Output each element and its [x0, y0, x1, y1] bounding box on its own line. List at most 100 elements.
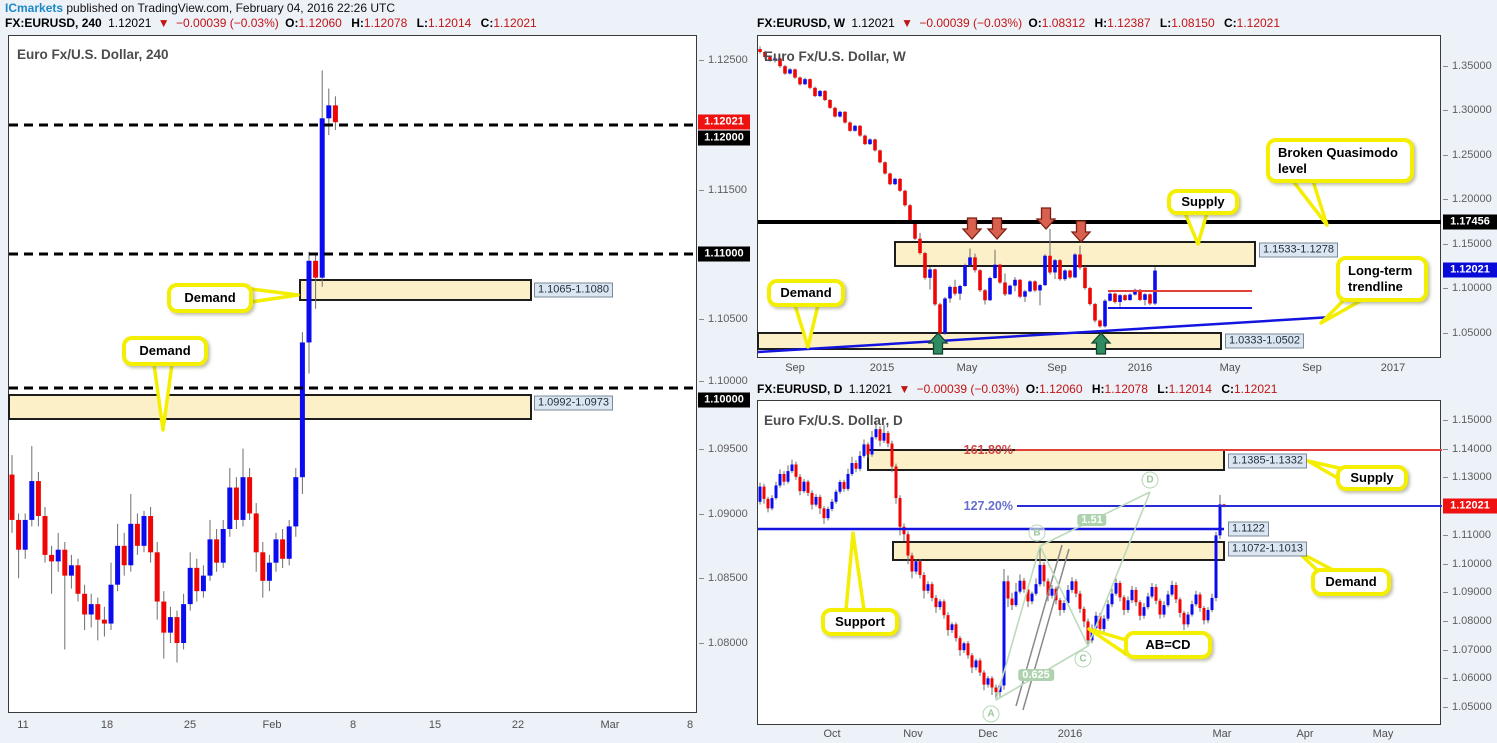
- candle: [906, 534, 910, 556]
- candle: [834, 491, 838, 502]
- chart-pane-w: [757, 35, 1441, 358]
- candle: [115, 545, 121, 585]
- candle: [918, 238, 922, 254]
- candle: [1110, 593, 1114, 605]
- candle: [994, 687, 998, 693]
- pattern-leg-CD: [1087, 491, 1151, 647]
- candle: [1190, 604, 1194, 615]
- callout-tail: [844, 531, 866, 612]
- candle: [1114, 583, 1118, 594]
- pattern-leg-BC: [1039, 545, 1089, 647]
- candle: [1182, 612, 1186, 625]
- candle: [1078, 254, 1082, 268]
- candle: [1218, 504, 1222, 536]
- candle: [858, 125, 862, 136]
- candle: [1038, 564, 1042, 585]
- candle: [826, 508, 830, 519]
- candle: [778, 473, 782, 486]
- candle: [950, 624, 954, 631]
- long-term-trendline: [757, 315, 1333, 354]
- candle: [1082, 608, 1086, 622]
- chart-d: [758, 421, 1442, 711]
- candle: [82, 593, 88, 615]
- candle: [978, 270, 982, 291]
- candle: [823, 90, 827, 100]
- candle: [798, 476, 802, 492]
- demand-arrow-icon: [1090, 332, 1112, 355]
- candle: [758, 486, 762, 502]
- candle: [868, 139, 872, 145]
- callout-tail: [1306, 459, 1343, 482]
- supply-arrow-icon: [1070, 220, 1092, 243]
- candle: [1018, 580, 1022, 592]
- candle: [763, 51, 767, 58]
- candle: [1154, 587, 1158, 601]
- candle: [1222, 504, 1226, 506]
- candle: [1003, 282, 1007, 295]
- candle: [240, 477, 246, 520]
- candle: [49, 554, 55, 562]
- demand-arrow-icon: [927, 332, 949, 355]
- candle: [898, 498, 902, 527]
- candle: [1106, 604, 1110, 619]
- candle: [930, 584, 934, 598]
- candle: [1153, 270, 1157, 304]
- candle: [926, 584, 930, 591]
- candle: [766, 498, 770, 509]
- candle: [902, 526, 906, 535]
- candle: [762, 486, 766, 499]
- candle: [942, 601, 946, 616]
- candle: [998, 264, 1002, 283]
- candle: [898, 178, 902, 191]
- candle: [1146, 596, 1150, 608]
- candle: [810, 492, 814, 505]
- chart-pane-h4: [8, 35, 697, 713]
- candle: [154, 552, 160, 602]
- candle: [62, 549, 68, 576]
- candle: [326, 105, 332, 119]
- candle: [878, 150, 882, 163]
- candle: [928, 269, 932, 278]
- candle: [68, 565, 74, 576]
- candle: [1178, 599, 1182, 613]
- candle: [22, 519, 28, 550]
- candle: [319, 118, 325, 278]
- candle: [938, 601, 942, 608]
- candle: [1148, 294, 1152, 304]
- candle: [260, 552, 266, 581]
- candle: [1050, 588, 1054, 596]
- candle: [933, 269, 937, 305]
- candle: [893, 178, 897, 185]
- candle: [794, 464, 798, 477]
- candle: [1162, 605, 1166, 615]
- candle: [828, 99, 832, 108]
- candle: [1033, 281, 1037, 291]
- candle: [788, 69, 792, 74]
- candle: [986, 678, 990, 685]
- candle: [181, 604, 187, 643]
- candle: [903, 190, 907, 206]
- candle: [833, 107, 837, 117]
- candle: [1046, 581, 1050, 596]
- candle: [42, 516, 48, 555]
- chart-w: [757, 46, 1441, 355]
- candle: [1042, 564, 1046, 582]
- candle: [863, 135, 867, 145]
- candle: [141, 516, 147, 546]
- candle: [843, 111, 847, 123]
- candle: [280, 539, 286, 559]
- candle: [55, 549, 61, 562]
- candle: [332, 105, 338, 123]
- candle: [9, 474, 15, 520]
- candle: [813, 87, 817, 97]
- pattern-leg-BD: [1039, 491, 1151, 547]
- candle: [293, 477, 299, 527]
- candle: [134, 523, 140, 546]
- candle: [818, 496, 822, 509]
- candle: [908, 205, 912, 222]
- candle: [970, 655, 974, 668]
- candle: [1094, 615, 1098, 629]
